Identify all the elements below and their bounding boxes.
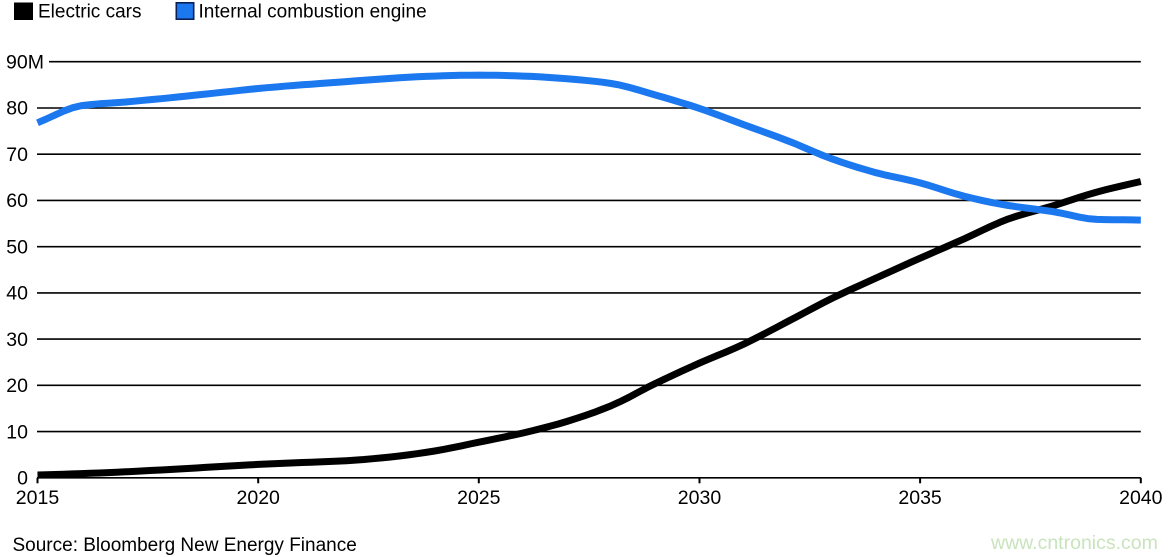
svg-text:60: 60	[6, 190, 28, 212]
svg-text:0: 0	[17, 468, 28, 490]
svg-text:80: 80	[6, 98, 28, 120]
svg-text:2025: 2025	[457, 487, 501, 509]
svg-text:70: 70	[6, 144, 28, 166]
svg-text:2020: 2020	[237, 487, 281, 509]
svg-text:20: 20	[6, 375, 28, 397]
svg-text:90M: 90M	[6, 51, 44, 73]
svg-text:Source: Bloomberg New Energy F: Source: Bloomberg New Energy Finance	[13, 535, 357, 556]
svg-text:2030: 2030	[678, 487, 722, 509]
svg-text:40: 40	[6, 283, 28, 305]
svg-text:2035: 2035	[898, 487, 942, 509]
svg-text:Internal combustion engine: Internal combustion engine	[199, 2, 427, 23]
svg-text:2015: 2015	[16, 487, 60, 509]
svg-text:Electric cars: Electric cars	[38, 2, 141, 23]
svg-text:2040: 2040	[1119, 487, 1163, 509]
svg-text:10: 10	[6, 421, 28, 443]
svg-text:50: 50	[6, 236, 28, 258]
svg-text:www.cntronics.com: www.cntronics.com	[990, 532, 1158, 554]
svg-text:30: 30	[6, 329, 28, 351]
